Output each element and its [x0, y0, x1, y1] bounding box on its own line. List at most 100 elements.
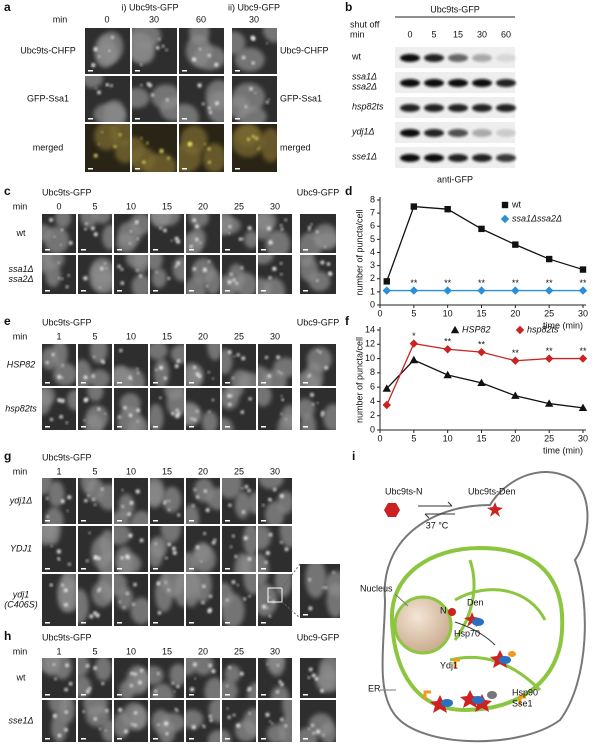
punctum: [133, 723, 137, 727]
cell: [94, 124, 120, 151]
punctum: [101, 682, 105, 685]
punctum: [211, 398, 215, 402]
zoom-lines: [281, 563, 301, 619]
punctum: [229, 545, 233, 548]
marker: [578, 286, 588, 295]
micrograph: [232, 28, 277, 74]
min-label: min: [53, 14, 68, 24]
significance: **: [444, 278, 452, 288]
scale-bar: [261, 426, 266, 428]
significance: **: [546, 346, 554, 356]
cell: [151, 268, 167, 288]
punctum: [308, 228, 311, 231]
row-label: ydj1Δ: [9, 495, 33, 505]
cell: [188, 214, 210, 228]
punctum: [311, 673, 316, 678]
punctum: [175, 408, 179, 412]
punctum: [117, 264, 121, 268]
time-label: 30: [249, 14, 259, 24]
cell: [305, 564, 327, 599]
cell: [222, 214, 234, 235]
cell: [91, 581, 112, 607]
panel-header: ii) Ubc9-GFP: [228, 2, 280, 12]
time-label: 30: [270, 646, 280, 656]
cell: [222, 348, 233, 375]
cell: [170, 344, 184, 364]
punctum: [193, 418, 197, 422]
punctum: [236, 723, 241, 728]
cell: [258, 388, 272, 407]
punctum: [124, 729, 128, 734]
blot-band: [400, 54, 420, 62]
y-tick-label: 0: [370, 424, 375, 434]
time-label: 10: [126, 331, 136, 341]
punctum: [167, 589, 170, 592]
micrograph: [150, 478, 184, 524]
cell: [89, 344, 108, 364]
punctum: [50, 545, 53, 548]
cell: [52, 362, 76, 386]
punctum: [255, 136, 259, 140]
scale-bar: [303, 426, 308, 428]
punctum: [164, 581, 167, 584]
scale-bar: [117, 249, 122, 251]
diagram-label: ER: [368, 683, 381, 693]
micrograph: [258, 526, 292, 572]
legend-label: ssa1Δssa2Δ: [512, 213, 562, 223]
punctum: [65, 421, 68, 424]
punctum: [226, 707, 229, 710]
x-tick-label: 30: [578, 433, 588, 443]
punctum: [244, 105, 248, 108]
punctum: [128, 533, 133, 538]
punctum: [188, 141, 193, 146]
punctum: [278, 680, 282, 684]
punctum: [243, 536, 248, 541]
punctum: [207, 147, 211, 151]
min-label: min: [13, 646, 28, 656]
micrograph: [179, 76, 224, 122]
time-label: 10: [126, 466, 136, 476]
y-axis-label: number of puncta/cell: [354, 209, 364, 295]
punctum: [200, 560, 203, 563]
punctum: [67, 495, 72, 500]
y-tick-label: 2: [370, 273, 375, 283]
punctum: [236, 353, 240, 357]
scale-bar: [303, 290, 308, 292]
cell: [300, 255, 315, 267]
punctum: [67, 274, 70, 277]
punctum: [51, 353, 55, 357]
micrograph: [150, 700, 184, 742]
punctum: [176, 261, 181, 265]
marker: [578, 403, 588, 412]
scale-bar: [189, 249, 194, 251]
micrograph: [186, 574, 220, 626]
scale-bar: [225, 290, 230, 292]
punctum: [154, 542, 157, 545]
punctum: [125, 554, 130, 559]
blot-band: [424, 154, 444, 162]
punctum: [151, 93, 155, 97]
y-tick-label: 10: [365, 353, 375, 363]
micrograph: [78, 214, 112, 253]
cell: [186, 362, 204, 386]
punctum: [232, 713, 236, 717]
cell: [222, 417, 234, 430]
cell: [87, 388, 104, 402]
punctum: [128, 375, 132, 380]
row-label: sse1Δ: [352, 151, 377, 161]
min-label: min: [13, 331, 28, 341]
row-label: wt: [351, 51, 361, 61]
punctum: [111, 35, 114, 39]
punctum: [280, 717, 284, 721]
punctum: [155, 271, 158, 274]
scale-bar: [261, 249, 266, 251]
punctum: [92, 498, 95, 501]
time-label: 20: [198, 201, 208, 211]
blot-band: [448, 54, 468, 62]
cell: [78, 359, 92, 386]
punctum: [140, 84, 143, 87]
punctum: [280, 372, 283, 375]
punctum: [262, 604, 267, 609]
punctum: [159, 149, 164, 153]
punctum: [131, 723, 134, 726]
